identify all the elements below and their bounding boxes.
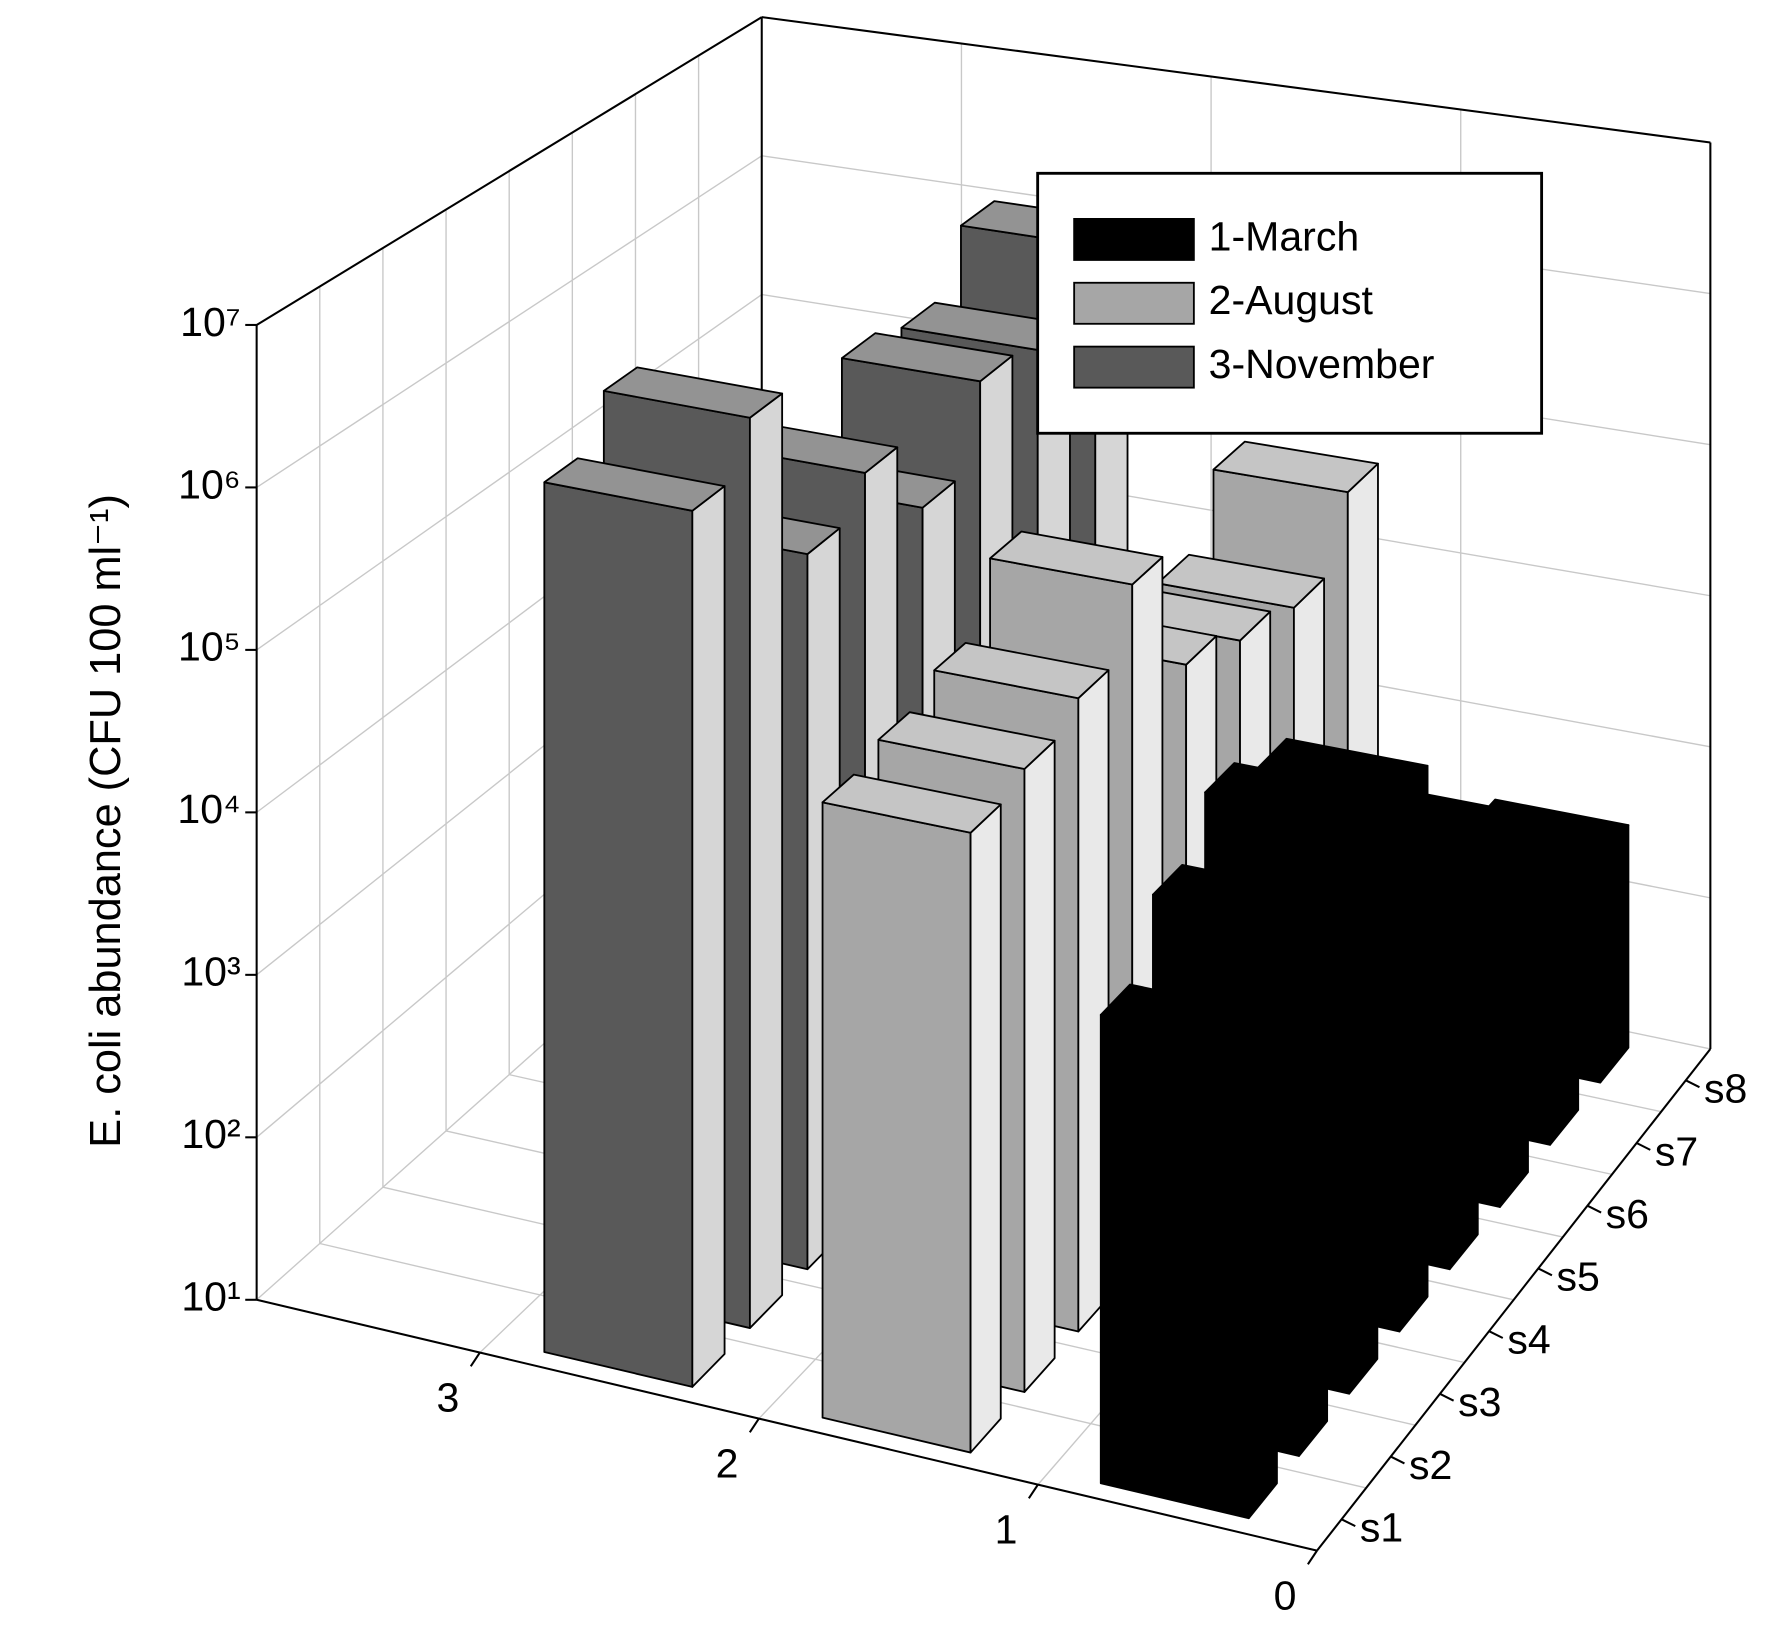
bar-top: [543, 457, 726, 512]
bar-top: [821, 773, 1002, 834]
bar-side: [1398, 764, 1429, 1333]
legend-swatch: [1073, 281, 1195, 325]
y-tick-label: 10³: [181, 949, 240, 995]
depth-tick: [1390, 1455, 1405, 1465]
bar-top: [841, 332, 1014, 383]
legend-swatch: [1073, 218, 1195, 261]
depth-tick-label: s7: [1655, 1128, 1698, 1174]
depth-tick-label: s2: [1409, 1442, 1452, 1488]
depth-tick-label: s3: [1458, 1379, 1501, 1425]
x-tick: [1307, 1550, 1318, 1565]
bar-top: [1152, 863, 1329, 926]
x-tick-label: 0: [1274, 1572, 1297, 1618]
x-tick: [469, 1352, 481, 1367]
bar-front: [543, 481, 694, 1388]
depth-tick: [1685, 1079, 1700, 1089]
bar-side: [1549, 863, 1580, 1146]
y-tick-label: 10⁵: [178, 624, 241, 670]
axis-line: [256, 16, 763, 326]
bar-top: [877, 711, 1056, 770]
bar-side: [1448, 841, 1479, 1271]
x-tick: [1027, 1484, 1039, 1499]
depth-tick: [1341, 1518, 1356, 1528]
depth-tick-label: s4: [1507, 1316, 1550, 1362]
bar-top: [933, 641, 1110, 700]
depth-tick-label: s1: [1360, 1505, 1403, 1551]
depth-tick-label: s8: [1704, 1066, 1747, 1112]
y-tick-label: 10⁶: [178, 461, 241, 507]
bar-front: [1099, 1013, 1250, 1520]
legend-label: 3-November: [1209, 341, 1435, 387]
bar-top: [1212, 440, 1379, 494]
bar-top: [1204, 762, 1379, 822]
bar-side: [691, 485, 726, 1388]
y-axis-label: E. coli abundance (CFU 100 ml⁻¹): [82, 494, 130, 1148]
y-tick-label: 10⁷: [180, 299, 240, 345]
depth-tick-label: s6: [1606, 1191, 1649, 1237]
x-tick-label: 3: [437, 1374, 460, 1420]
depth-tick-label: s5: [1557, 1254, 1600, 1300]
bar-side: [1348, 789, 1379, 1395]
y-tick-label: 10⁴: [177, 786, 240, 832]
bar-side: [1247, 1014, 1278, 1520]
depth-tick: [1537, 1267, 1553, 1277]
depth-tick: [1586, 1204, 1602, 1214]
x-tick: [748, 1418, 760, 1433]
bar-top: [602, 366, 784, 419]
bar-side: [969, 803, 1002, 1454]
bar-top: [1156, 553, 1325, 609]
axis-line: [256, 1298, 1318, 1552]
depth-tick: [1439, 1392, 1455, 1402]
axis-line: [1316, 1048, 1712, 1552]
depth-tick: [1636, 1142, 1651, 1151]
bar-top: [1099, 983, 1278, 1048]
bar-side: [748, 392, 784, 1329]
legend-label: 2-August: [1209, 277, 1374, 323]
legend-swatch: [1073, 345, 1195, 389]
bar-front: [821, 801, 972, 1454]
bar-side: [1599, 824, 1630, 1084]
y-tick-label: 10¹: [181, 1274, 240, 1320]
bar-side: [1023, 739, 1056, 1393]
y-tick-label: 10²: [181, 1111, 240, 1157]
x-tick-label: 2: [716, 1440, 739, 1486]
axis-line: [761, 16, 1711, 144]
legend: 1-March 2-August 3-November: [1036, 171, 1544, 435]
bar-top: [989, 530, 1164, 586]
bar-side: [1298, 893, 1329, 1457]
depth-tick: [1488, 1330, 1504, 1339]
bar-side: [1498, 812, 1529, 1208]
legend-label: 1-March: [1209, 213, 1359, 259]
x-tick-label: 1: [995, 1506, 1018, 1552]
